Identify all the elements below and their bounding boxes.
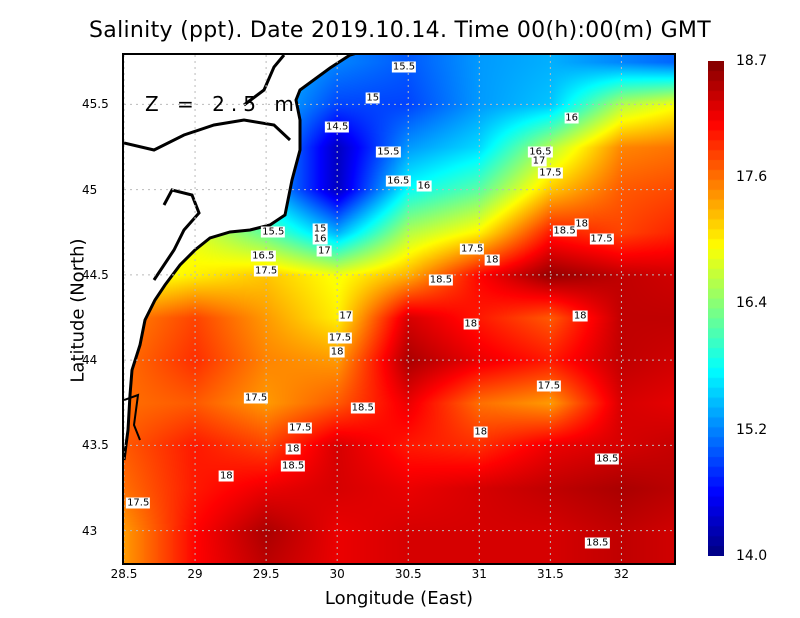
- contour-label: 17.5: [589, 233, 614, 245]
- contour-label: 17.5: [288, 422, 313, 434]
- contour-label: 17: [531, 155, 547, 167]
- colorbar-tick-label: 14.0: [736, 548, 768, 564]
- contour-label: 18: [572, 310, 588, 322]
- contour-label: 14.5: [325, 121, 350, 133]
- contour-label: 18: [484, 254, 500, 266]
- x-tick-label: 29: [187, 567, 203, 581]
- contour-label: 17.5: [126, 497, 151, 509]
- contour-label: 18.5: [585, 537, 610, 549]
- contour-label: 18: [463, 318, 479, 330]
- y-tick-label: 44.5: [82, 267, 109, 282]
- contour-label: 18: [285, 443, 301, 455]
- danube-delta-outline: [124, 118, 292, 152]
- colorbar: [708, 61, 724, 556]
- depth-label: Z = 2.5 m: [145, 92, 300, 116]
- contour-label: 18.5: [595, 453, 620, 465]
- map-overlay: [124, 55, 674, 563]
- contour-label: 15: [365, 92, 381, 104]
- land-area: [124, 55, 350, 460]
- contour-label: 18.5: [350, 402, 375, 414]
- y-tick-label: 45.5: [82, 97, 109, 112]
- y-tick-label: 43: [82, 523, 98, 538]
- contour-label: 17.5: [538, 167, 563, 179]
- contour-label: 16: [416, 180, 432, 192]
- contour-label: 16.5: [251, 250, 276, 262]
- contour-label: 17.5: [327, 332, 353, 344]
- x-tick-label: 29.5: [252, 567, 280, 581]
- x-tick-label: 30: [329, 567, 345, 581]
- y-tick-label: 44: [82, 353, 98, 368]
- colorbar-tick-label: 16.4: [736, 295, 768, 312]
- contour-label: 18: [329, 346, 345, 358]
- coastline: [124, 55, 351, 461]
- x-tick-label: 31.5: [536, 567, 564, 581]
- contour-label: 17: [338, 310, 354, 322]
- contour-label: 17: [317, 245, 332, 257]
- map-plot-area: 15.5 15 14.5 15.5 16 16.5 16 16.5 17 17.5 15 16 15.5…: [124, 55, 674, 563]
- y-tick-label: 45: [82, 182, 98, 197]
- contour-label: 17.5: [244, 392, 269, 404]
- x-axis-label: Longitude (East): [324, 588, 474, 609]
- contour-label: 17.5: [536, 380, 562, 392]
- contour-label: 16: [312, 233, 328, 245]
- contour-label: 15: [312, 223, 328, 235]
- contour-label: 16.5: [386, 175, 411, 187]
- x-tick-label: 28.5: [110, 567, 138, 581]
- lake-outline: [152, 188, 201, 281]
- contour-label: 18.5: [552, 225, 577, 237]
- x-tick-label: 32: [613, 567, 630, 581]
- contour-label: 15.5: [391, 61, 417, 73]
- x-tick-label: 30.5: [394, 567, 422, 581]
- colorbar-tick-label: 18.7: [736, 53, 768, 69]
- y-axis-label: Latitude (North): [67, 238, 89, 383]
- contour-label: 15.5: [261, 226, 286, 238]
- colorbar-tick-label: 15.2: [736, 421, 768, 438]
- contour-label: 18.5: [428, 274, 454, 286]
- contour-label: 18: [473, 426, 489, 438]
- contour-label: 18.5: [280, 460, 306, 472]
- coast-detail: [124, 393, 141, 441]
- contour-label: 18: [574, 218, 589, 230]
- contour-label: 17.5: [253, 265, 279, 277]
- colorbar-tick-label: 17.6: [736, 168, 768, 185]
- x-tick-label: 31: [471, 567, 487, 581]
- contour-label: 18: [218, 470, 234, 482]
- chart-title: Salinity (ppt). Date 2019.10.14. Time 00…: [89, 18, 711, 43]
- contour-label: 16.5: [528, 146, 553, 158]
- contour-label: 15.5: [376, 146, 401, 158]
- contour-label: 17.5: [460, 243, 485, 255]
- contour-label: 16: [564, 112, 580, 124]
- y-tick-label: 43.5: [82, 438, 109, 453]
- lagoon-outline: [243, 55, 286, 107]
